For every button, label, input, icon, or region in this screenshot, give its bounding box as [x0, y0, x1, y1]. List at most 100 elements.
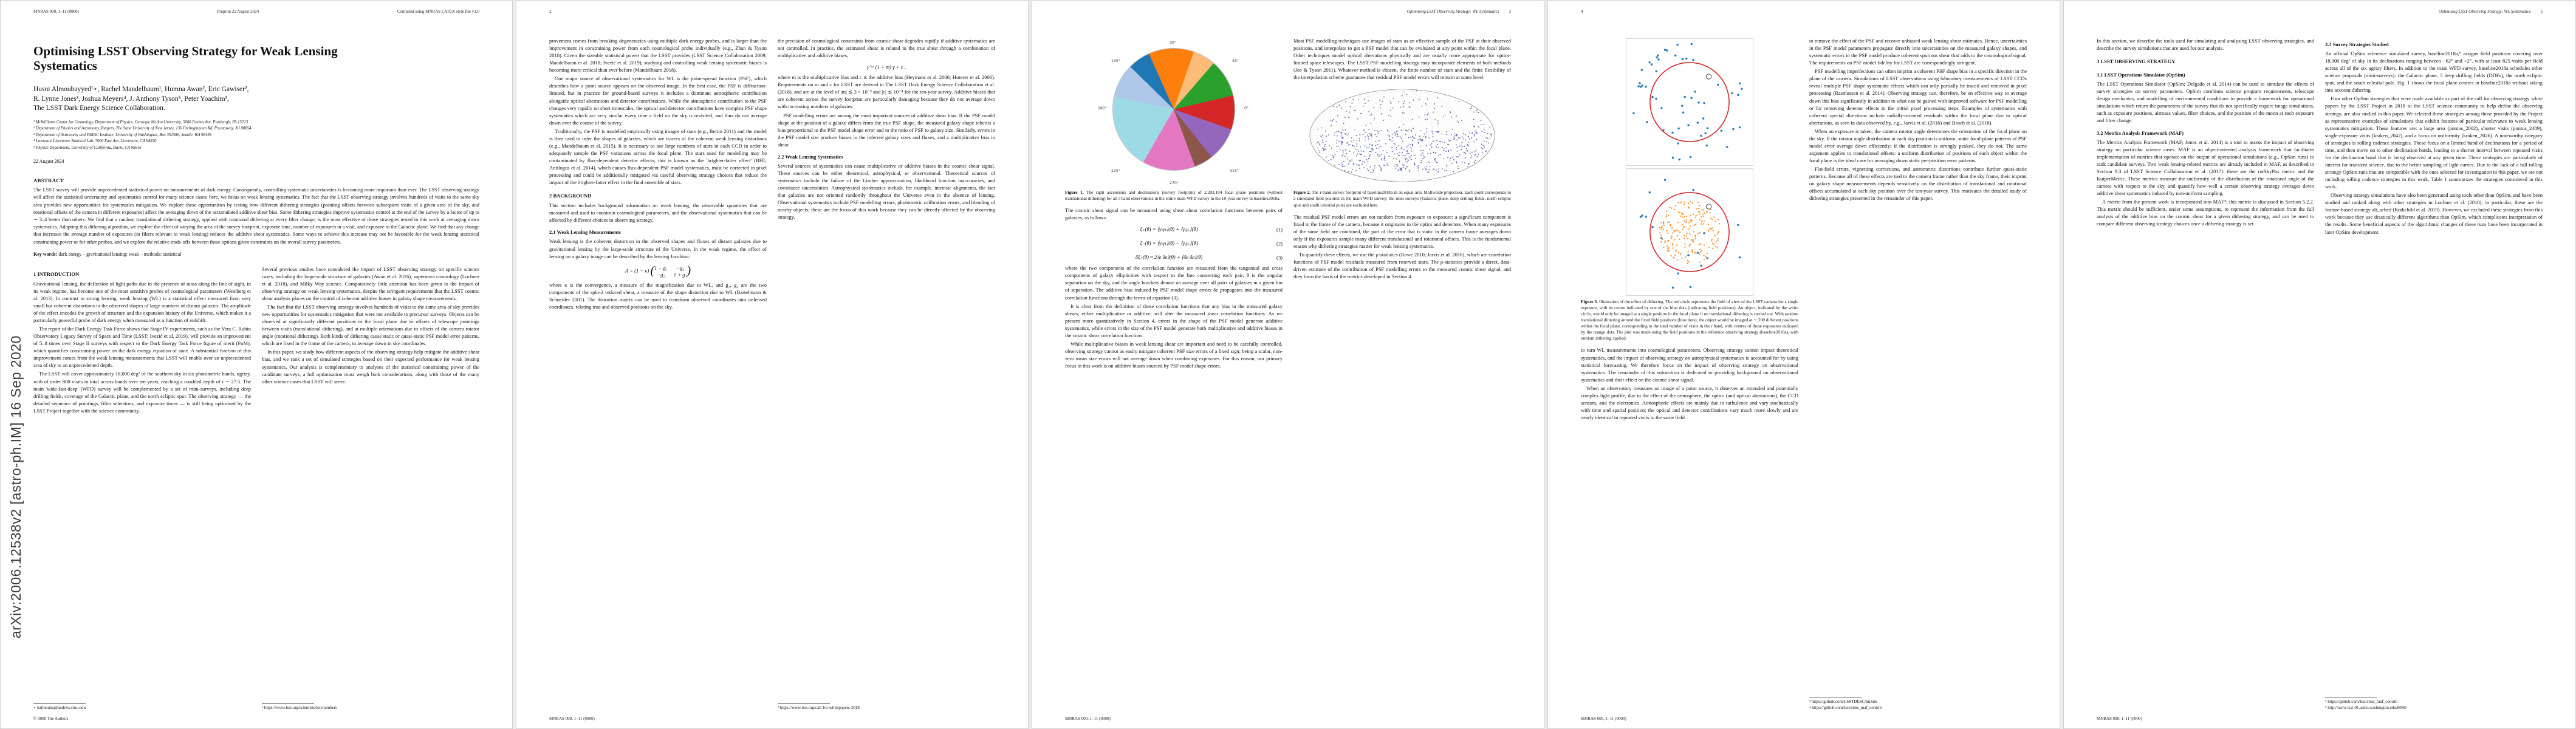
subsection-heading-opsim: 3.1 LSST Operations Simulator (OpSim) — [2097, 72, 2185, 78]
paragraph: The fact that the LSST observing strateg… — [262, 304, 479, 347]
shear-bias-equation: γ̂ = (1 + m) γ + c , — [778, 64, 995, 70]
paragraph: The residual PSF model errors are not ra… — [1293, 213, 1511, 249]
figure-2: Figure 2. The r-band survey footprint of… — [1293, 83, 1511, 208]
footprint-pie-chart — [1113, 49, 1235, 170]
footnote-url-link[interactable]: ⁴ https://github.com/lsst/sims_maf_contr… — [1809, 705, 1882, 711]
page-5: Optimising LSST Observing Strategy: WL S… — [2063, 0, 2576, 729]
equation-body: δξ₊(θ) ≈ 2⟨e δe⟩(θ) + ⟨δe δe⟩(θ) — [1135, 254, 1203, 261]
page-4-footer: MNRAS 000, 1–11 (0000) — [1581, 716, 1626, 721]
polar-tick-label: 45° — [1232, 59, 1239, 63]
dither-illustration-undithered — [1626, 38, 1753, 166]
polar-tick-label: 90° — [1170, 41, 1176, 45]
paragraph: the precision of cosmological constraint… — [778, 38, 995, 59]
footnote-url-link[interactable]: ¹ https://www.lsst.org/scientists/keynum… — [262, 705, 337, 711]
page-1: MNRAS 000, 1–11 (0000) Preprint 22 Augus… — [0, 0, 513, 729]
lensing-jacobian-equation: A = (1 − κ) (1 − g₁ −g₂ −g₂ 1 + g₁) — [549, 264, 767, 278]
matrix-entry: −g₂ — [657, 271, 665, 278]
page-1-left-column: 1 INTRODUCTION Gravitational lensing, th… — [33, 265, 251, 711]
paragraph: to turn WL measurements into cosmologica… — [1581, 347, 1798, 383]
affiliation: ² Department of Physics and Astronomy, R… — [33, 126, 252, 131]
paragraph: PSF modelling errors are among the most … — [778, 112, 995, 148]
equation-body: ξ₊(θ) = ⟨γₜγₜ⟩(θ) + ⟨γₓγₓ⟩(θ) — [1140, 226, 1198, 233]
footnote-block: ⁵ https://github.com/lsst/sims_maf_contr… — [2325, 695, 2543, 711]
polar-tick-label: 0° — [1244, 106, 1249, 111]
mollweide-sky-map — [1309, 89, 1495, 182]
affiliation: ⁵ Physics Department, University of Cali… — [33, 145, 142, 150]
figure-3-caption-text: Illustration of the effect of dithering.… — [1581, 299, 1798, 341]
corresponding-author-footnote: ⋆ halmouba@andrew.cmu.edu — [33, 705, 86, 711]
paragraph: This section includes background informa… — [549, 202, 767, 224]
abstract-heading: ABSTRACT — [33, 177, 64, 184]
page-5-left-column: In this section, we describe the tools u… — [2097, 37, 2314, 711]
figure-1-caption-tag: Figure 1. — [1065, 190, 1084, 195]
paragraph: In this section, we describe the tools u… — [2097, 38, 2314, 52]
paragraph: Weak lensing is the coherent distortion … — [549, 238, 767, 259]
matrix: 1 − g₁ −g₂ −g₂ 1 + g₁ — [654, 265, 687, 278]
section-heading-background: 2 BACKGROUND — [549, 193, 592, 199]
equation-number: (2) — [1276, 240, 1283, 247]
affiliation: ³ Department of Astronomy and DIRAC Inst… — [33, 132, 212, 137]
paragraph: The report of the Dark Energy Task Force… — [33, 326, 251, 369]
author-list: Husni Almoubayyed¹⋆, Rachel Mandelbaum¹,… — [33, 85, 479, 114]
footnote-block: ⋆ halmouba@andrew.cmu.edu — [33, 701, 251, 711]
abstract-text: The LSST survey will provide unprecedent… — [33, 187, 479, 245]
paragraph: The cosmic shear signal can be measured … — [1065, 207, 1283, 221]
figure-2-caption-tag: Figure 2. — [1293, 190, 1311, 196]
matrix-entry: 1 − g₁ — [654, 264, 668, 271]
figure-2-caption-text: The r-band survey footprint of baseline2… — [1293, 190, 1511, 208]
figure-3-caption: Figure 3. Illustration of the effect of … — [1581, 299, 1798, 341]
paper-title: Optimising LSST Observing Strategy for W… — [33, 44, 479, 73]
paragraph: Gravitational lensing, the deflection of… — [33, 280, 251, 324]
paragraph: Four other OpSim strategies that were ma… — [2325, 95, 2543, 190]
paragraph: In this paper, we study how different as… — [262, 349, 479, 385]
footnote-url-link[interactable]: ⁵ https://github.com/lsst/sims_maf_contr… — [2325, 699, 2398, 705]
preprint-date: Preprint 22 August 2024 — [217, 9, 259, 14]
figure-1-caption-text: The right ascensions and declinations (s… — [1065, 190, 1283, 202]
page-2-left-column: provement comes from breaking degeneraci… — [549, 37, 767, 711]
page-4-left-column: Figure 3. Illustration of the effect of … — [1581, 37, 1798, 711]
paragraph: It is clear from the definition of these… — [1065, 303, 1283, 338]
page-2-right-column: the precision of cosmological constraint… — [778, 37, 995, 711]
page-2-header: 2 — [549, 9, 995, 14]
footnote-block: ¹ https://www.lsst.org/scientists/keynum… — [262, 701, 479, 711]
page-5-columns: In this section, we describe the tools u… — [2097, 37, 2543, 711]
equation-number: (1) — [1276, 226, 1283, 233]
figure-2-map-wrap — [1302, 84, 1502, 187]
paragraph: where the two components of the correlat… — [1065, 265, 1283, 301]
page-4-columns: Figure 3. Illustration of the effect of … — [1581, 37, 2027, 711]
equation-lhs: A = (1 − κ) — [625, 267, 649, 274]
compiled-note: Compiled using MNRAS LATEX style file v3… — [397, 9, 479, 14]
page-3-columns: 0° 45° 90° 135° 180° 225° 270° 315° Figu… — [1065, 37, 1511, 711]
page-3: Optimising LSST Observing Strategy: WL S… — [1032, 0, 1544, 729]
running-title: Optimising LSST Observing Strategy: WL S… — [1406, 9, 1499, 14]
page-1-footer: © 0000 The Authors — [33, 716, 69, 721]
page-1-right-column: Several previous studies have considered… — [262, 265, 479, 711]
footnote-url-link[interactable]: ³ https://github.com/LSSTDESC/imSim — [1809, 699, 1877, 705]
equation-body: A = (1 − κ) (1 − g₁ −g₂ −g₂ 1 + g₁) — [549, 264, 767, 278]
polar-tick-label: 225° — [1111, 169, 1120, 173]
figure-1: 0° 45° 90° 135° 180° 225° 270° 315° Figu… — [1065, 38, 1283, 202]
paragraph: where m is the multiplicative bias and c… — [778, 74, 995, 110]
section-heading-introduction: 1 INTRODUCTION — [33, 270, 80, 277]
figure-3: Figure 3. Illustration of the effect of … — [1581, 38, 1798, 341]
paragraph: PSF modelling imperfections can often im… — [1809, 68, 2027, 126]
polar-tick-label: 315° — [1230, 169, 1239, 173]
subsection-heading-wl-systematics: 2.2 Weak Lensing Systematics — [778, 154, 843, 160]
footnote-url-link[interactable]: ² https://www.lsst.org/call-for-whitepap… — [778, 705, 860, 711]
subsection-heading-strategies-studied: 3.3 Survey Strategies Studied — [2325, 42, 2389, 47]
page-3-right-column: Most PSF modelling techniques use images… — [1293, 37, 1511, 711]
footnote-url-link[interactable]: ⁶ http://astro-lsst-01.astro.washington.… — [2325, 705, 2407, 711]
dither-illustration-dithered — [1626, 168, 1753, 296]
subsection-heading-maf: 3.2 Metrics Analysis Framework (MAF) — [2097, 130, 2184, 136]
paper-title-line2: Systematics — [33, 58, 97, 73]
paragraph: An official OpSim reference simulated su… — [2325, 50, 2543, 94]
figure-1-polar-plot: 0° 45° 90° 135° 180° 225° 270° 315° — [1098, 38, 1250, 187]
matrix-close-paren: ) — [687, 264, 691, 278]
page-3-header: Optimising LSST Observing Strategy: WL S… — [1065, 9, 1511, 14]
page-1-columns: 1 INTRODUCTION Gravitational lensing, th… — [33, 265, 479, 711]
equation-number: (3) — [1276, 254, 1283, 261]
figure-3-panel-a — [1626, 38, 1753, 166]
affiliation: ⁴ Lawrence Livermore National Lab, 7000 … — [33, 139, 157, 144]
page-number: 4 — [1581, 9, 1583, 14]
